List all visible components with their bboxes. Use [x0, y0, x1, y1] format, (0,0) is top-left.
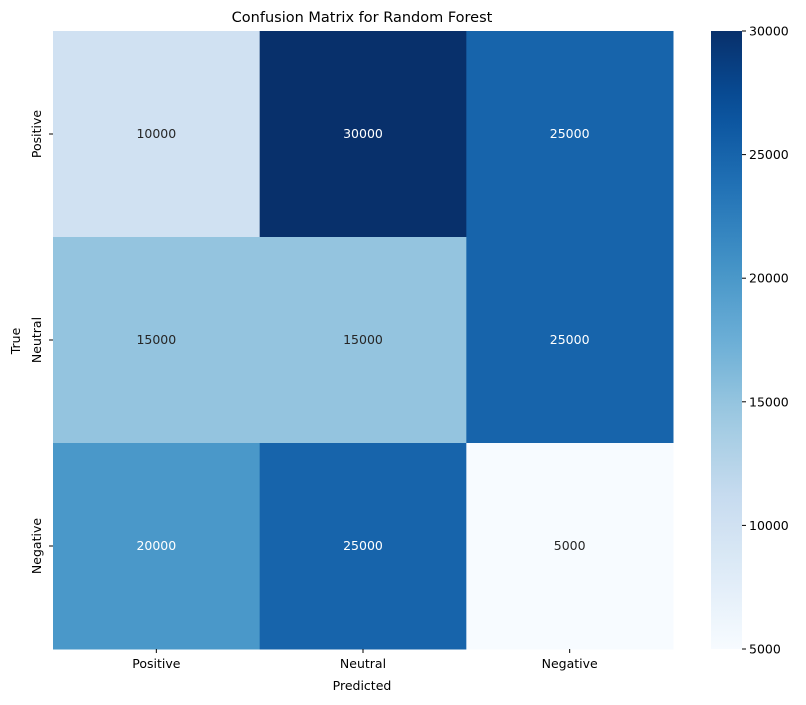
y-tick-label: Neutral [29, 317, 44, 363]
x-tick-label: Negative [542, 656, 598, 671]
colorbar-tick-label: 20000 [749, 271, 789, 286]
cell-value-label: 25000 [550, 332, 590, 347]
cell-value-label: 30000 [343, 126, 383, 141]
heatmap-cell [259, 31, 467, 238]
colorbar-tick-label: 10000 [749, 518, 789, 533]
colorbar-tick-label: 30000 [749, 24, 789, 39]
cell-value-label: 10000 [136, 126, 176, 141]
y-axis-label: True [8, 327, 23, 355]
cell-value-label: 25000 [343, 538, 383, 553]
x-tick-label: Positive [132, 656, 180, 671]
heatmap-cell [466, 237, 674, 444]
y-axis: Positive Neutral Negative [29, 110, 53, 574]
colorbar-gradient [711, 31, 742, 649]
heatmap-cell [466, 31, 674, 238]
chart-title: Confusion Matrix for Random Forest [232, 10, 493, 26]
cell-value-label: 20000 [136, 538, 176, 553]
heatmap-cells [53, 31, 674, 650]
heatmap-cell [53, 31, 261, 238]
heatmap-cell-labels: 10000 30000 25000 15000 15000 25000 20000 25000… [136, 126, 589, 553]
cell-value-label: 5000 [554, 538, 586, 553]
heatmap-cell [259, 443, 467, 650]
x-axis-label: Predicted [333, 678, 392, 693]
cell-value-label: 15000 [343, 332, 383, 347]
heatmap-cell [259, 237, 467, 444]
colorbar-tick-label: 15000 [749, 394, 789, 409]
heatmap-cell [466, 443, 674, 650]
x-tick-label: Neutral [340, 656, 386, 671]
heatmap-cell [53, 443, 261, 650]
y-tick-label: Negative [29, 518, 44, 574]
heatmap-cell [53, 237, 261, 444]
x-axis: Positive Neutral Negative [132, 649, 598, 671]
colorbar-tick-label: 25000 [749, 147, 789, 162]
cell-value-label: 15000 [136, 332, 176, 347]
cell-value-label: 25000 [550, 126, 590, 141]
y-tick-label: Positive [29, 110, 44, 158]
colorbar-tick-label: 5000 [749, 642, 781, 657]
colorbar: 5000 10000 15000 20000 25000 30000 [711, 24, 789, 657]
